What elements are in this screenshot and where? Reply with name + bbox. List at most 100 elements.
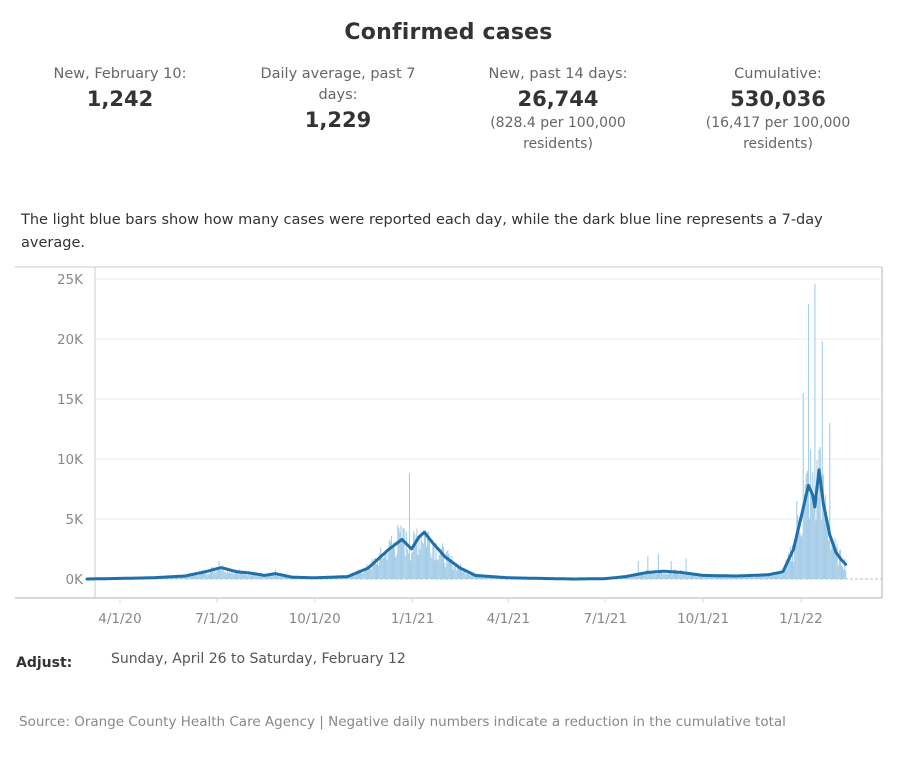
daily-bar bbox=[823, 514, 826, 579]
daily-bar bbox=[385, 550, 387, 579]
adjust-label: Adjust: bbox=[16, 655, 73, 671]
daily-bar bbox=[726, 575, 728, 579]
daily-bar bbox=[660, 571, 662, 579]
daily-bar bbox=[218, 561, 220, 579]
daily-bar bbox=[789, 546, 791, 579]
daily-bar bbox=[345, 577, 347, 579]
daily-bar bbox=[229, 570, 231, 579]
daily-bar bbox=[182, 577, 184, 579]
daily-bar bbox=[421, 541, 423, 579]
daily-bar bbox=[464, 568, 466, 579]
daily-bar bbox=[647, 556, 649, 579]
daily-bar bbox=[273, 573, 275, 579]
daily-bar bbox=[373, 558, 375, 579]
daily-bar bbox=[630, 576, 632, 579]
daily-bar bbox=[633, 574, 635, 579]
daily-bar bbox=[436, 559, 438, 579]
daily-bar bbox=[405, 531, 407, 579]
daily-bar bbox=[423, 531, 425, 579]
daily-bar bbox=[419, 549, 421, 579]
daily-bar bbox=[279, 576, 281, 579]
daily-bar bbox=[239, 570, 241, 579]
daily-bar bbox=[203, 573, 205, 579]
daily-bar bbox=[769, 574, 771, 579]
daily-bar bbox=[447, 550, 449, 579]
daily-bar bbox=[752, 575, 754, 579]
daily-bar bbox=[671, 574, 673, 579]
daily-bar bbox=[639, 572, 641, 579]
daily-bar bbox=[770, 573, 772, 579]
daily-bar bbox=[676, 572, 678, 579]
stat-new-14-days: New, past 14 days: 26,744 (828.4 per 100… bbox=[468, 64, 648, 155]
x-tick-label: 4/1/21 bbox=[487, 611, 530, 627]
daily-bar bbox=[379, 553, 381, 579]
daily-bar bbox=[803, 494, 805, 579]
daily-bar bbox=[797, 515, 799, 579]
daily-bar bbox=[779, 570, 781, 579]
daily-bar bbox=[255, 572, 257, 579]
daily-bar bbox=[469, 575, 471, 579]
daily-bar bbox=[473, 574, 475, 579]
daily-bar bbox=[253, 574, 255, 579]
daily-bar bbox=[759, 574, 761, 579]
daily-bar bbox=[222, 565, 224, 579]
daily-bar bbox=[272, 572, 274, 579]
x-axis: 4/1/20 7/1/20 10/1/20 1/1/21 4/1/21 7/1/21 10/… bbox=[98, 599, 823, 627]
daily-bar bbox=[434, 560, 436, 579]
daily-bar bbox=[217, 568, 219, 579]
daily-bar bbox=[358, 569, 361, 579]
daily-bar bbox=[190, 574, 192, 579]
average-line bbox=[85, 468, 848, 581]
daily-bar bbox=[185, 575, 187, 579]
daily-bar bbox=[402, 527, 404, 579]
daily-bar bbox=[651, 574, 653, 579]
daily-bar bbox=[746, 576, 748, 579]
daily-bar bbox=[246, 575, 248, 579]
daily-bar bbox=[644, 575, 646, 579]
daily-bar bbox=[475, 576, 478, 579]
daily-bar bbox=[449, 556, 451, 579]
daily-bar bbox=[455, 570, 457, 579]
daily-bar bbox=[646, 569, 648, 579]
daily-bar bbox=[754, 576, 756, 579]
daily-bar bbox=[452, 569, 454, 579]
daily-bar bbox=[828, 540, 830, 579]
daily-bar bbox=[183, 576, 185, 579]
daily-bar bbox=[387, 552, 389, 579]
daily-bar bbox=[175, 577, 177, 579]
stat-cumulative: Cumulative: 530,036 (16,417 per 100,000 … bbox=[688, 64, 868, 155]
daily-bar bbox=[654, 573, 656, 579]
daily-bar bbox=[417, 554, 419, 579]
daily-bar bbox=[753, 576, 755, 579]
daily-bar bbox=[233, 574, 235, 579]
stat-sub: (828.4 per 100,000 residents) bbox=[490, 115, 626, 152]
daily-bar bbox=[198, 574, 200, 579]
y-tick-label: 0K bbox=[66, 572, 85, 588]
cases-chart[interactable]: 25K 20K 15K 10K 5K 0K 4/1/20 7/1/20 10/1/20 1/1/… bbox=[0, 0, 897, 640]
daily-bar bbox=[682, 574, 684, 579]
daily-bar bbox=[216, 570, 218, 579]
daily-bar bbox=[484, 577, 486, 579]
daily-bar bbox=[739, 576, 741, 579]
y-axis: 25K 20K 15K 10K 5K 0K bbox=[57, 272, 84, 588]
date-range-filter[interactable]: Sunday, April 26 to Saturday, February 1… bbox=[111, 651, 406, 667]
daily-bar bbox=[776, 573, 778, 579]
stat-value: 530,036 bbox=[730, 87, 826, 111]
daily-bar bbox=[819, 447, 821, 579]
daily-bar bbox=[696, 573, 698, 579]
daily-bar bbox=[640, 572, 642, 579]
daily-bar bbox=[356, 573, 358, 579]
daily-bar bbox=[392, 542, 395, 579]
daily-bar bbox=[670, 561, 672, 579]
x-tick-label: 10/1/21 bbox=[677, 611, 729, 627]
x-tick-label: 4/1/20 bbox=[98, 611, 141, 627]
y-tick-label: 20K bbox=[57, 332, 84, 348]
daily-bar bbox=[822, 474, 824, 579]
daily-bar bbox=[281, 574, 283, 579]
daily-bar bbox=[844, 558, 846, 579]
daily-bar bbox=[368, 568, 370, 579]
daily-bar bbox=[470, 574, 472, 579]
daily-bar bbox=[440, 548, 442, 579]
stat-new-day: New, February 10: 1,242 bbox=[20, 64, 220, 113]
daily-bar bbox=[690, 572, 693, 579]
